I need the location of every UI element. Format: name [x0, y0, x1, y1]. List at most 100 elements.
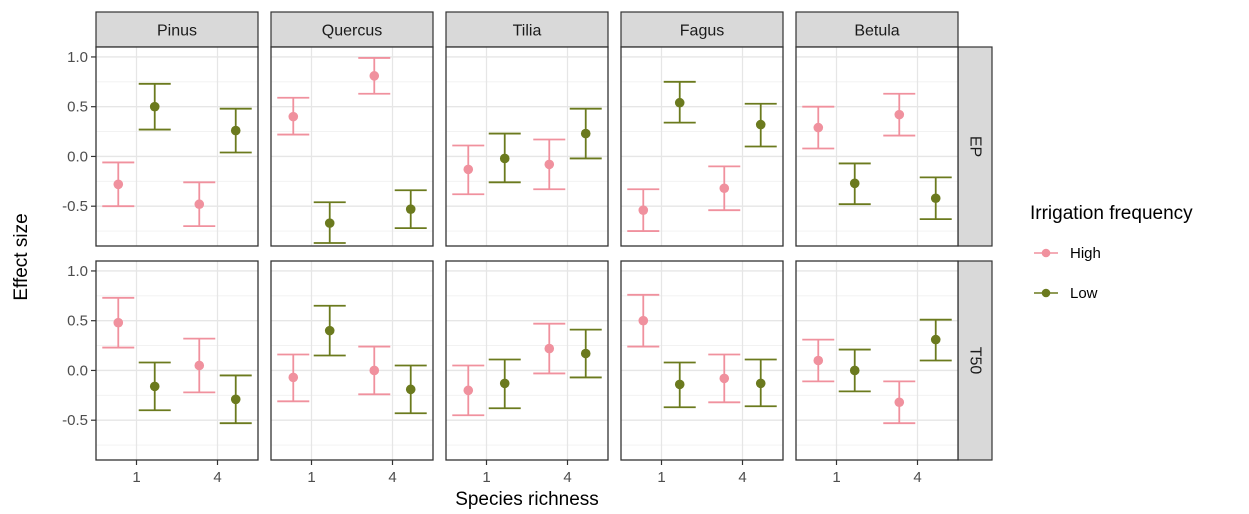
panel-bg	[271, 261, 433, 460]
x-tick-label: 4	[563, 469, 571, 486]
data-point	[499, 378, 510, 389]
x-tick-label: 4	[738, 469, 746, 486]
errorbar-group-low-ep-fagus-x4	[744, 102, 777, 148]
errorbar-group-high-ep-fagus-x4	[708, 165, 741, 212]
x-tick-label: 4	[213, 469, 221, 486]
data-point	[849, 178, 860, 189]
errorbar-group-low-ep-betula-x4	[919, 176, 952, 221]
row-strip-label-t50: T50	[967, 347, 984, 375]
x-axis: 1 4 1 4 1 4 1 4 1 4	[132, 460, 922, 486]
strip-label-pinus: Pinus	[157, 23, 197, 40]
panel-t50-quercus	[270, 260, 434, 461]
legend-title: Irrigation frequency	[1030, 203, 1193, 224]
panel-ep-betula	[795, 46, 959, 247]
errorbar-group-high-ep-betula-x4	[883, 92, 916, 137]
errorbar-group-low-ep-tilia-x4	[569, 107, 602, 160]
data-point	[324, 218, 335, 228]
errorbar-group-high-ep-pinus-x1	[102, 161, 135, 208]
data-point	[463, 385, 474, 396]
errorbar-group-low-t50-fagus-x1	[663, 361, 696, 409]
x-tick-label: 1	[482, 469, 490, 486]
data-point	[288, 111, 299, 122]
legend-item-low: Low	[1034, 285, 1098, 302]
errorbar-group-high-ep-tilia-x1	[452, 144, 485, 196]
y-tick-label: 0.5	[67, 99, 88, 116]
errorbar-group-high-t50-fagus-x1	[627, 293, 660, 348]
strip-label-tilia: Tilia	[513, 23, 542, 40]
data-point	[638, 315, 649, 326]
y-tick-label: 1.0	[67, 263, 88, 280]
data-point	[405, 384, 416, 395]
data-point	[230, 394, 241, 405]
panel-bg	[446, 261, 608, 460]
x-tick-label: 1	[832, 469, 840, 486]
errorbar-group-low-ep-quercus-x1	[313, 201, 346, 244]
panel-border	[445, 260, 609, 461]
data-point	[813, 122, 824, 133]
data-point	[194, 360, 205, 371]
errorbar-group-low-ep-fagus-x1	[663, 80, 696, 124]
strip-pinus: Pinus	[95, 11, 259, 48]
panel-border	[270, 46, 434, 247]
errorbar-group-low-t50-tilia-x1	[488, 358, 521, 410]
data-point	[894, 397, 905, 408]
strip-betula: Betula	[795, 11, 959, 48]
panel-ep-tilia	[445, 46, 609, 247]
data-point	[369, 71, 380, 81]
data-point	[813, 355, 824, 366]
data-point	[674, 379, 685, 390]
errorbar-group-low-ep-betula-x1	[838, 162, 871, 206]
strip-tilia: Tilia	[445, 11, 609, 48]
data-point	[930, 334, 941, 345]
panel-bg	[271, 47, 433, 246]
y-tick-label: 0.5	[67, 313, 88, 330]
panel-ep-quercus	[270, 46, 434, 247]
legend: Irrigation frequency High Low	[1030, 203, 1193, 302]
errorbar-group-high-t50-pinus-x1	[102, 296, 135, 349]
row-strip-label-ep: EP	[967, 136, 984, 157]
data-point	[288, 372, 299, 383]
strip-bg-fagus	[620, 11, 784, 48]
errorbar-group-high-t50-pinus-x4	[183, 337, 216, 394]
strip-bg-pinus	[95, 11, 259, 48]
errorbar-group-low-ep-quercus-x4	[394, 189, 427, 229]
data-point	[324, 325, 335, 336]
y-tick-label: 1.0	[67, 49, 88, 66]
x-axis-title: Species richness	[455, 489, 599, 510]
errorbar-group-high-t50-betula-x1	[802, 338, 835, 383]
data-point	[719, 373, 730, 384]
data-point	[194, 199, 205, 210]
y-axis-title: Effect size	[11, 213, 32, 300]
panel-border	[620, 46, 784, 247]
x-tick-label: 1	[307, 469, 315, 486]
data-point	[719, 183, 730, 194]
data-point	[463, 164, 474, 175]
legend-key-point-low	[1041, 288, 1051, 298]
data-point	[230, 125, 241, 136]
errorbar-group-high-t50-fagus-x4	[708, 353, 741, 404]
strip-quercus: Quercus	[270, 11, 434, 48]
data-point	[674, 97, 685, 108]
errorbar-group-high-t50-quercus-x4	[358, 345, 391, 396]
panel-bg	[96, 47, 258, 246]
panel-t50-pinus	[95, 260, 259, 461]
y-tick-label: 0.0	[67, 148, 88, 165]
errorbar-group-low-t50-fagus-x4	[744, 358, 777, 408]
panel-t50-fagus	[620, 260, 784, 461]
x-tick-label: 4	[913, 469, 921, 486]
panel-border	[445, 46, 609, 247]
data-point	[113, 179, 124, 190]
data-point	[894, 109, 905, 120]
strip-bg-tilia	[445, 11, 609, 48]
legend-item-high: High	[1034, 245, 1101, 262]
data-point	[113, 317, 124, 328]
errorbar-group-low-ep-pinus-x4	[219, 107, 252, 154]
panel-bg	[446, 47, 608, 246]
errorbar-group-low-ep-tilia-x1	[488, 132, 521, 184]
legend-label-high: High	[1070, 245, 1101, 262]
strip-label-fagus: Fagus	[680, 23, 724, 40]
data-point	[638, 205, 649, 215]
data-point	[580, 128, 591, 139]
panel-ep-pinus	[95, 46, 259, 247]
